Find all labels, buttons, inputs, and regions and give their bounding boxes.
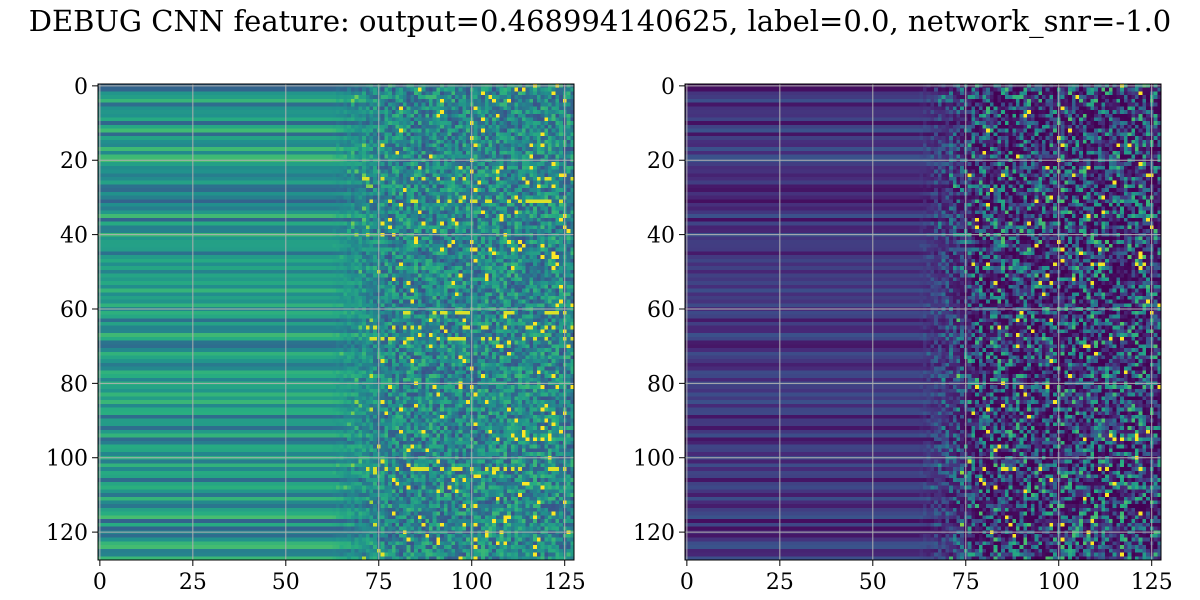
x-tick-label: 0 bbox=[93, 570, 107, 595]
x-tick-label: 25 bbox=[179, 570, 207, 595]
y-tick-label: 60 bbox=[60, 298, 88, 323]
y-tick-label: 40 bbox=[60, 224, 88, 249]
y-tick-label: 0 bbox=[74, 75, 88, 100]
x-tick-label: 125 bbox=[544, 570, 586, 595]
y-tick-label: 100 bbox=[633, 447, 675, 472]
x-tick-label: 75 bbox=[365, 570, 393, 595]
x-tick-label: 100 bbox=[451, 570, 493, 595]
x-tick-label: 75 bbox=[952, 570, 980, 595]
left-heatmap-raster bbox=[98, 84, 574, 560]
x-tick-label: 50 bbox=[859, 570, 887, 595]
y-tick-label: 120 bbox=[633, 521, 675, 546]
x-tick-label: 0 bbox=[680, 570, 694, 595]
axes-frame bbox=[684, 83, 1162, 561]
y-tick-label: 40 bbox=[647, 224, 675, 249]
x-tick-label: 25 bbox=[766, 570, 794, 595]
y-tick-label: 80 bbox=[60, 372, 88, 397]
x-tick-label: 125 bbox=[1131, 570, 1173, 595]
x-tick-label: 50 bbox=[272, 570, 300, 595]
y-tick-label: 20 bbox=[60, 149, 88, 174]
right-heatmap-raster bbox=[685, 84, 1161, 560]
y-tick-label: 80 bbox=[647, 372, 675, 397]
y-tick-label: 120 bbox=[46, 521, 88, 546]
figure-title: DEBUG CNN feature: output=0.468994140625… bbox=[28, 4, 1172, 38]
y-tick-label: 60 bbox=[647, 298, 675, 323]
x-tick-label: 100 bbox=[1038, 570, 1080, 595]
axes-frame bbox=[97, 83, 575, 561]
y-tick-label: 20 bbox=[647, 149, 675, 174]
y-tick-label: 100 bbox=[46, 447, 88, 472]
y-tick-label: 0 bbox=[661, 75, 675, 100]
